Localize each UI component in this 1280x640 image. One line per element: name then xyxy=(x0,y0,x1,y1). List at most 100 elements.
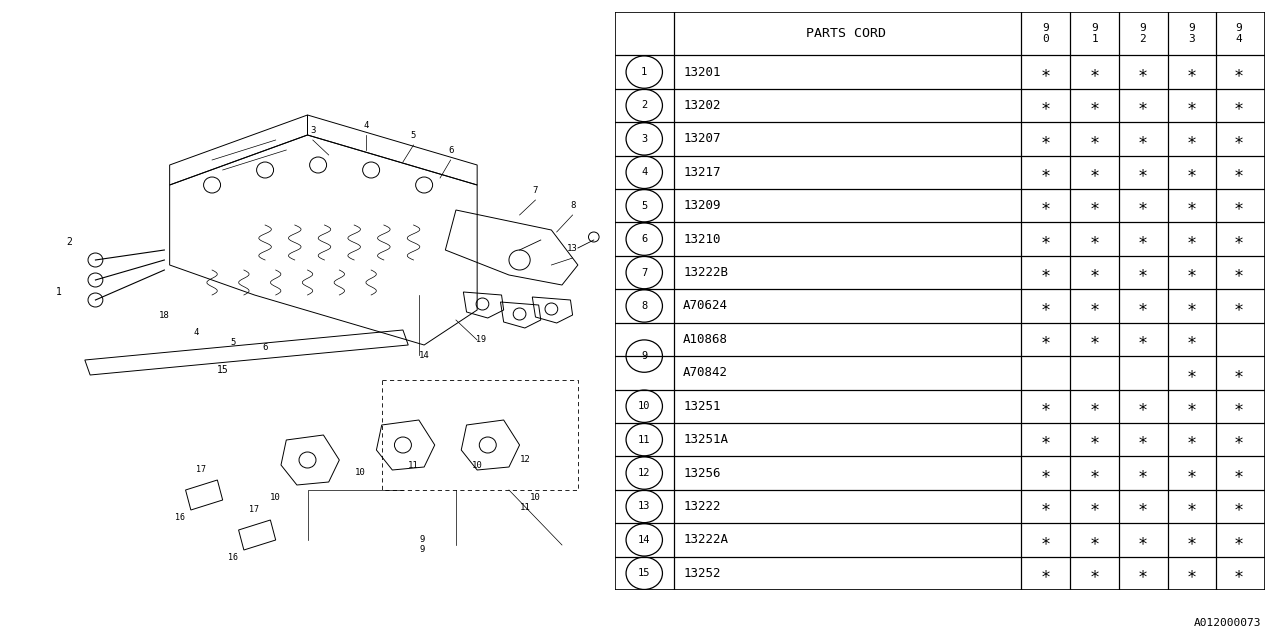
Text: ∗: ∗ xyxy=(1187,497,1197,515)
Text: 13222B: 13222B xyxy=(684,266,728,279)
Text: ∗: ∗ xyxy=(1234,163,1244,181)
Text: 13251: 13251 xyxy=(684,400,721,413)
Text: ∗: ∗ xyxy=(1234,297,1244,315)
Text: 4: 4 xyxy=(641,167,648,177)
Text: ∗: ∗ xyxy=(1041,397,1051,415)
Text: 9: 9 xyxy=(420,535,425,544)
Text: A012000073: A012000073 xyxy=(1193,618,1261,628)
Text: 11: 11 xyxy=(408,461,419,470)
Text: A10868: A10868 xyxy=(684,333,728,346)
Text: ∗: ∗ xyxy=(1041,531,1051,549)
Text: ∗: ∗ xyxy=(1138,531,1148,549)
Text: ∗: ∗ xyxy=(1089,464,1100,482)
Text: ∗: ∗ xyxy=(1089,196,1100,215)
Text: ∗: ∗ xyxy=(1234,564,1244,582)
Text: ∗: ∗ xyxy=(1187,264,1197,282)
Text: ∗: ∗ xyxy=(1089,497,1100,515)
Text: 13201: 13201 xyxy=(684,65,721,79)
Text: ∗: ∗ xyxy=(1138,264,1148,282)
Text: 13217: 13217 xyxy=(684,166,721,179)
Text: ∗: ∗ xyxy=(1138,130,1148,148)
Text: ∗: ∗ xyxy=(1089,531,1100,549)
Text: ∗: ∗ xyxy=(1138,330,1148,348)
Text: ∗: ∗ xyxy=(1187,97,1197,115)
Text: 10: 10 xyxy=(530,493,541,502)
Text: ∗: ∗ xyxy=(1187,397,1197,415)
Text: 3: 3 xyxy=(310,126,315,135)
Text: ∗: ∗ xyxy=(1234,397,1244,415)
Text: ∗: ∗ xyxy=(1089,330,1100,348)
Text: 17: 17 xyxy=(196,465,206,474)
Text: 8: 8 xyxy=(641,301,648,311)
Text: ∗: ∗ xyxy=(1187,330,1197,348)
Text: 9
4: 9 4 xyxy=(1235,23,1243,44)
Text: A70624: A70624 xyxy=(684,300,728,312)
Text: 6: 6 xyxy=(448,146,453,155)
Text: 11: 11 xyxy=(520,503,530,512)
Text: 13252: 13252 xyxy=(684,567,721,580)
Text: 13251A: 13251A xyxy=(684,433,728,446)
Text: 12: 12 xyxy=(637,468,650,478)
Text: 3: 3 xyxy=(641,134,648,144)
Text: ∗: ∗ xyxy=(1138,297,1148,315)
Text: 9: 9 xyxy=(420,545,425,554)
Text: 14: 14 xyxy=(419,351,430,360)
Text: 13256: 13256 xyxy=(684,467,721,479)
Text: 13207: 13207 xyxy=(684,132,721,145)
Text: ∗: ∗ xyxy=(1187,431,1197,449)
Text: ∗: ∗ xyxy=(1187,464,1197,482)
Text: 10: 10 xyxy=(355,468,366,477)
Text: ∗: ∗ xyxy=(1138,497,1148,515)
Text: 9
2: 9 2 xyxy=(1139,23,1146,44)
Text: ∗: ∗ xyxy=(1089,431,1100,449)
Text: 8: 8 xyxy=(570,201,575,210)
Text: ∗: ∗ xyxy=(1041,63,1051,81)
Text: 5: 5 xyxy=(641,201,648,211)
Text: PARTS CORD: PARTS CORD xyxy=(805,27,886,40)
Text: ∗: ∗ xyxy=(1138,397,1148,415)
Text: ∗: ∗ xyxy=(1234,230,1244,248)
Text: ∗: ∗ xyxy=(1041,564,1051,582)
Text: ∗: ∗ xyxy=(1041,431,1051,449)
Text: ∗: ∗ xyxy=(1041,163,1051,181)
Text: ∗: ∗ xyxy=(1234,63,1244,81)
Text: ∗: ∗ xyxy=(1138,163,1148,181)
Text: 13209: 13209 xyxy=(684,199,721,212)
Text: ∗: ∗ xyxy=(1138,464,1148,482)
Text: ∗: ∗ xyxy=(1089,297,1100,315)
Text: ∗: ∗ xyxy=(1041,464,1051,482)
Text: ∗: ∗ xyxy=(1089,130,1100,148)
Text: ∗: ∗ xyxy=(1234,497,1244,515)
Text: ∗: ∗ xyxy=(1089,564,1100,582)
Text: 10: 10 xyxy=(270,493,282,502)
Text: ∗: ∗ xyxy=(1138,196,1148,215)
Text: 16: 16 xyxy=(175,513,186,522)
Text: 1: 1 xyxy=(641,67,648,77)
Text: 6: 6 xyxy=(641,234,648,244)
Text: ∗: ∗ xyxy=(1187,297,1197,315)
Text: 1: 1 xyxy=(55,287,61,297)
Text: 13202: 13202 xyxy=(684,99,721,112)
Text: 12: 12 xyxy=(520,455,530,464)
Text: ∗: ∗ xyxy=(1041,264,1051,282)
Text: ∗: ∗ xyxy=(1089,163,1100,181)
Text: 15: 15 xyxy=(216,365,229,375)
Text: ∗: ∗ xyxy=(1138,230,1148,248)
Text: 13222: 13222 xyxy=(684,500,721,513)
Text: 9
3: 9 3 xyxy=(1188,23,1196,44)
Text: ∗: ∗ xyxy=(1187,63,1197,81)
Text: A70842: A70842 xyxy=(684,366,728,380)
Text: ∗: ∗ xyxy=(1089,397,1100,415)
Text: 19: 19 xyxy=(476,335,486,344)
Text: 2: 2 xyxy=(67,237,72,247)
Text: ∗: ∗ xyxy=(1234,264,1244,282)
Text: 9
1: 9 1 xyxy=(1092,23,1098,44)
Text: ∗: ∗ xyxy=(1234,531,1244,549)
Text: 15: 15 xyxy=(637,568,650,579)
Text: 6: 6 xyxy=(262,343,268,352)
Text: ∗: ∗ xyxy=(1138,97,1148,115)
Text: 13: 13 xyxy=(567,244,579,253)
Text: ∗: ∗ xyxy=(1089,97,1100,115)
Text: ∗: ∗ xyxy=(1138,63,1148,81)
Text: ∗: ∗ xyxy=(1041,230,1051,248)
